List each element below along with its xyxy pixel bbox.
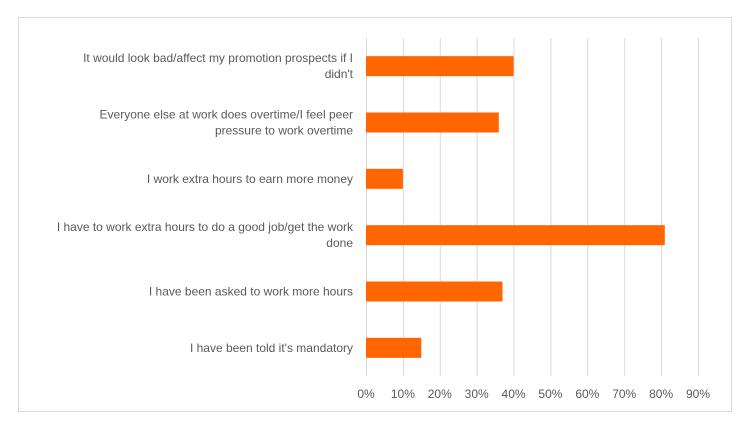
category-label: Everyone else at work does overtime/I fe… (100, 108, 354, 138)
bar (366, 56, 514, 77)
x-tick-label: 90% (686, 387, 710, 401)
x-tick-label: 50% (538, 387, 562, 401)
bar (366, 337, 422, 358)
x-tick-label: 20% (428, 387, 452, 401)
x-tick-label: 30% (465, 387, 489, 401)
bar (366, 168, 403, 189)
x-tick-label: 80% (649, 387, 673, 401)
category-label: I have been asked to work more hours (149, 285, 353, 299)
category-label: It would look bad/affect my promotion pr… (83, 51, 354, 81)
x-tick-label: 0% (357, 387, 375, 401)
category-label: I have been told it's mandatory (190, 341, 353, 355)
category-label: I have to work extra hours to do a good … (57, 220, 354, 250)
bar (366, 281, 503, 302)
x-tick-label: 70% (612, 387, 636, 401)
x-tick-label: 60% (575, 387, 599, 401)
x-tick-label: 40% (502, 387, 526, 401)
bar (366, 112, 499, 133)
category-label: I work extra hours to earn more money (147, 172, 353, 186)
x-tick-label: 10% (391, 387, 415, 401)
bar (366, 225, 665, 246)
